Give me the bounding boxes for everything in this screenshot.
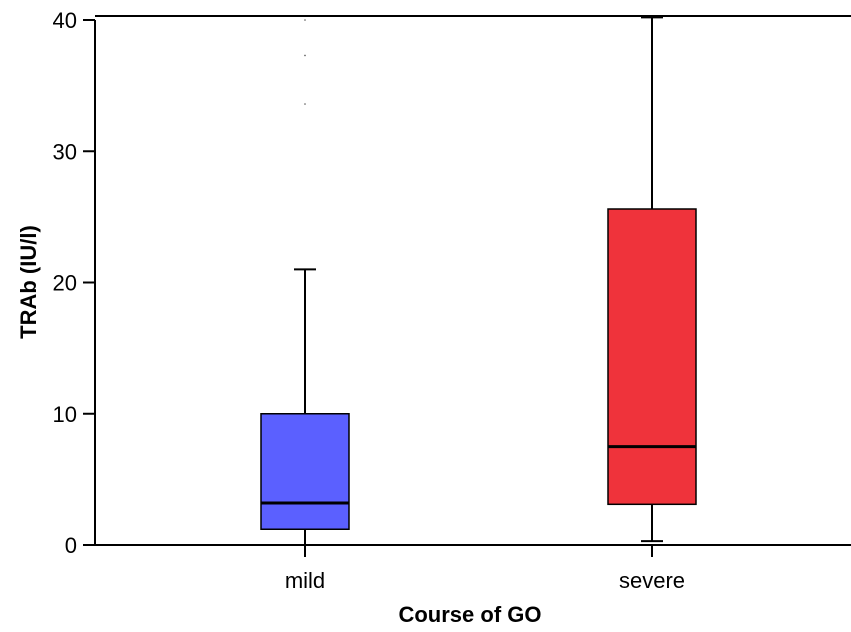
x-axis-title: Course of GO [398,602,541,627]
box-series [260,16,697,546]
x-axis-ticks: mild severe [285,545,685,593]
iqr-box [260,413,350,530]
y-tick-label: 10 [53,402,77,427]
y-axis-ticks: 0 10 20 30 40 [53,8,95,558]
x-tick-label: mild [285,568,325,593]
y-tick-label: 0 [65,533,77,558]
y-tick-label: 20 [53,271,77,296]
plot-frame [94,15,851,546]
y-axis-title: TRAb (IU/l) [16,225,41,339]
x-tick-label: severe [619,568,685,593]
iqr-box [607,208,697,506]
y-tick-label: 40 [53,8,77,33]
outlier-point [304,54,306,57]
y-tick-label: 30 [53,139,77,164]
outlier-point [304,19,306,21]
box-mild [260,19,350,546]
outlier-point [304,103,306,105]
box-severe [607,16,697,543]
